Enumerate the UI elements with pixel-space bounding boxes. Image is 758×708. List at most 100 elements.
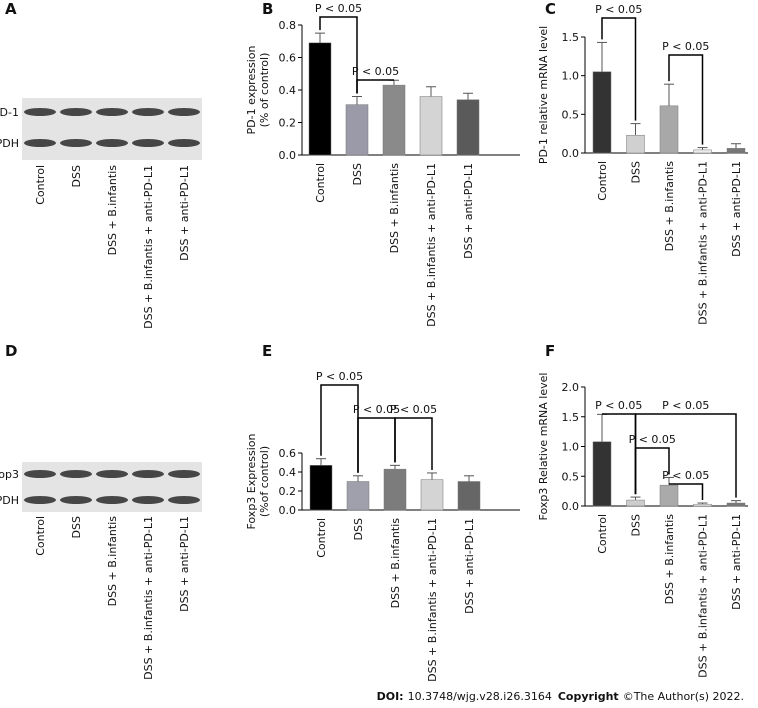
blot-band (132, 139, 164, 147)
y-tick-label: 0.6 (279, 52, 297, 65)
doi: 10.3748/wjg.v28.i26.3164 (408, 690, 552, 703)
significance-label: P < 0.05 (629, 433, 676, 446)
blot-band (96, 470, 128, 478)
blot-band (60, 496, 92, 504)
panel-letter: A (5, 0, 17, 18)
blot-band (96, 496, 128, 504)
blot-band (24, 496, 56, 504)
panel-letter: D (5, 342, 17, 360)
copyright: ©The Author(s) 2022. (623, 690, 744, 703)
blot-image (22, 462, 202, 512)
blot-band (96, 108, 128, 116)
x-tick-label: DSS (351, 163, 364, 185)
x-tick-label: DSS + B.infantis + anti-PD-L1 (425, 163, 438, 327)
y-tick-label: 0.0 (279, 504, 297, 517)
panel-letter: C (545, 0, 556, 18)
bar (592, 71, 612, 154)
y-axis-label: PD-1 expression (245, 46, 258, 135)
bar (419, 96, 443, 156)
bar (382, 84, 406, 156)
blot-band (168, 108, 200, 116)
copyright-label: Copyright (558, 690, 619, 703)
blot-band (132, 470, 164, 478)
blot-band (24, 470, 56, 478)
lane-label: DSS + B.infantis + anti-PD-L1 (142, 165, 155, 329)
significance-label: P < 0.05 (662, 40, 709, 53)
lane-label: DSS + B.infantis (106, 516, 119, 607)
x-tick-label: Control (315, 518, 328, 558)
bar (626, 499, 645, 507)
bar (592, 441, 612, 507)
bar (693, 503, 712, 507)
y-tick-label: 2.0 (562, 381, 580, 394)
x-tick-label: DSS + B.infantis (389, 518, 402, 609)
blot-band (60, 470, 92, 478)
significance-label: P < 0.05 (315, 2, 362, 15)
significance-bracket (668, 54, 704, 145)
y-tick-label: 0.2 (279, 485, 297, 498)
bar (726, 502, 746, 507)
blot-band (60, 108, 92, 116)
significance-bracket (319, 16, 358, 94)
panel-letter: B (262, 0, 273, 18)
y-tick-label: 0.5 (562, 108, 580, 121)
doi-label: DOI: (377, 690, 404, 703)
y-tick-label: 1.0 (562, 441, 580, 454)
significance-label: P < 0.05 (595, 399, 642, 412)
x-tick-label: DSS (352, 518, 365, 540)
blot-band (168, 496, 200, 504)
x-tick-label: DSS + B.infantis (663, 514, 676, 605)
blot-band (132, 496, 164, 504)
lane-label: DSS + B.infantis (106, 165, 119, 256)
bar (383, 468, 407, 511)
bar (726, 148, 746, 154)
x-tick-label: DSS + B.infantis (663, 161, 676, 252)
footer: DOI: 10.3748/wjg.v28.i26.3164 Copyright ©Th… (377, 690, 744, 703)
x-tick-label: DSS (630, 514, 643, 536)
significance-bracket (634, 447, 670, 495)
bar (457, 481, 481, 511)
significance-bracket (394, 417, 433, 470)
blot-row-label: PD-1 (0, 106, 19, 119)
x-tick-label: DSS + B.infantis + anti-PD-L1 (426, 518, 439, 682)
blot-band (24, 108, 56, 116)
blot-image (22, 98, 202, 160)
bar (346, 481, 370, 511)
lane-label: DSS + anti-PD-L1 (178, 165, 191, 261)
y-tick-label: 0.4 (279, 84, 297, 97)
lane-label: Control (34, 165, 47, 205)
y-tick-label: 0.8 (279, 19, 297, 32)
bar (626, 134, 645, 154)
significance-label: P < 0.05 (352, 65, 399, 78)
x-tick-label: Control (314, 163, 327, 203)
bar (456, 99, 480, 156)
x-tick-label: DSS + anti-PD-L1 (463, 518, 476, 614)
y-tick-label: 1.5 (562, 31, 580, 44)
bar (345, 104, 369, 156)
significance-bracket (634, 413, 737, 498)
y-axis-label: (% of control) (258, 53, 271, 128)
significance-bracket (320, 384, 359, 473)
significance-label: P < 0.05 (595, 3, 642, 16)
x-tick-label: DSS (630, 161, 643, 183)
blot-row-label: GAPDH (0, 494, 19, 507)
y-axis-label: Foxp3 Relative mRNA level (537, 373, 550, 521)
y-tick-label: 0.4 (279, 466, 297, 479)
x-tick-label: DSS + B.infantis + anti-PD-L1 (697, 514, 710, 678)
x-tick-label: DSS + anti-PD-L1 (730, 161, 743, 257)
bar (693, 149, 712, 154)
blot-row-label: GAPDH (0, 137, 19, 150)
significance-bracket (669, 483, 704, 501)
significance-label: P < 0.05 (353, 403, 400, 416)
panel-letter: E (262, 342, 272, 360)
significance-bracket (357, 417, 396, 473)
y-tick-label: 0.0 (562, 147, 580, 160)
y-axis-label: Foxp3 Expression (245, 433, 258, 529)
blot-band (60, 139, 92, 147)
significance-label: P < 0.05 (390, 403, 437, 416)
y-tick-label: 0.0 (279, 149, 297, 162)
significance-bracket (356, 79, 394, 94)
y-tick-label: 1.0 (562, 70, 580, 83)
significance-label: P < 0.05 (662, 399, 709, 412)
x-tick-label: Control (596, 161, 609, 201)
